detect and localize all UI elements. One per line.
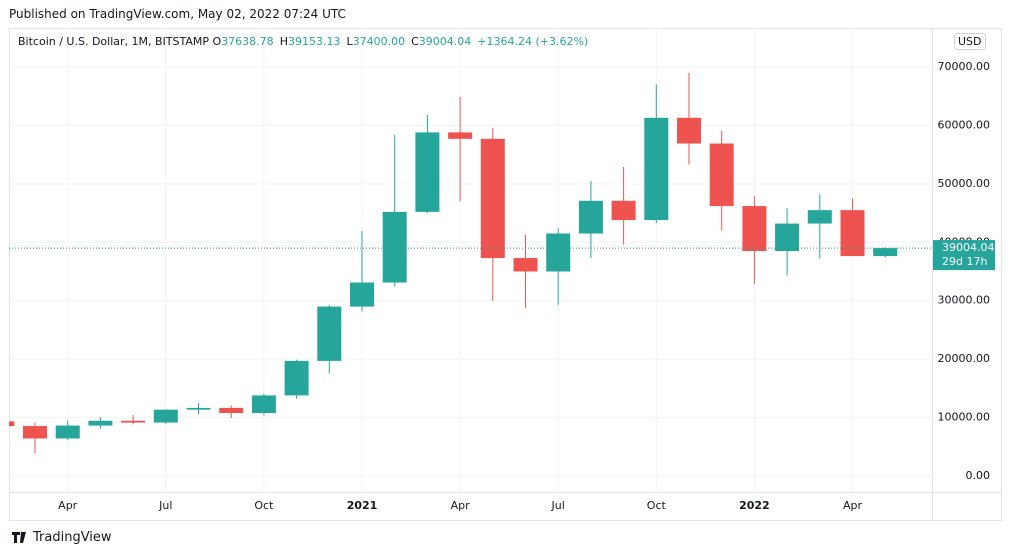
candle-body: [23, 426, 47, 439]
legend-key: H: [279, 35, 288, 48]
x-tick-label: Jul: [551, 499, 565, 512]
footer-brand: TradingView: [33, 530, 112, 545]
candle-body: [742, 206, 767, 252]
y-tick-label: 20000.00: [938, 352, 991, 365]
candle-body: [578, 200, 603, 234]
candle-body: [480, 138, 505, 259]
x-tick-label: Apr: [58, 499, 78, 512]
symbol: Bitcoin / U.S. Dollar, 1M, BITSTAMP: [18, 35, 210, 48]
candle-body: [350, 282, 374, 307]
candle-body: [611, 200, 636, 221]
candle-body: [284, 360, 309, 396]
y-tick-label: 60000.00: [938, 118, 991, 131]
x-tick-label: 2021: [347, 499, 378, 512]
candle-body: [873, 248, 898, 257]
candle-body: [448, 132, 473, 139]
legend-change: +1364.24 (+3.62%): [477, 35, 589, 48]
x-tick-label: 2022: [739, 499, 770, 512]
y-tick-label: 10000.00: [938, 411, 991, 424]
candle-body: [513, 258, 538, 272]
candle-body: [709, 143, 734, 207]
legend-value: 37638.78: [221, 35, 274, 48]
candle-body: [317, 306, 342, 361]
candle-body: [251, 395, 276, 414]
candle-body: [55, 425, 80, 439]
candle-body: [382, 211, 407, 283]
candle-body: [546, 233, 571, 272]
y-tick-label: 30000.00: [938, 294, 991, 307]
candle-body: [186, 407, 211, 410]
candle-body: [153, 409, 178, 423]
current-price-box: [933, 240, 995, 271]
candle-body: [677, 117, 701, 144]
legend: Bitcoin / U.S. Dollar, 1M, BITSTAMP O376…: [18, 35, 594, 48]
published-note: Published on TradingView.com, May 02, 20…: [9, 7, 346, 21]
legend-value: 39004.04: [418, 35, 472, 48]
x-tick-label: Jul: [158, 499, 172, 512]
countdown-label: 29d 17h: [942, 255, 987, 268]
y-tick-label: 0.00: [966, 469, 991, 482]
legend-value: 37400.00: [352, 35, 406, 48]
candle-body: [775, 223, 800, 252]
legend-key: C: [411, 35, 419, 48]
legend-value: 39153.13: [287, 35, 341, 48]
candle-body: [840, 210, 865, 257]
legend-key: L: [346, 35, 353, 48]
x-tick-label: Apr: [843, 499, 863, 512]
grid: [9, 28, 932, 492]
y-tick-label: 50000.00: [938, 177, 991, 190]
candle-body: [88, 420, 113, 426]
x-tick-label: Apr: [451, 499, 471, 512]
candle-body: [9, 421, 15, 427]
x-tick-label: Oct: [254, 499, 274, 512]
candle-body: [121, 420, 146, 423]
candle-body: [219, 407, 244, 414]
legend-key: O: [212, 35, 222, 48]
chart-frame: [9, 28, 1002, 521]
current-price-label: 39004.04: [942, 241, 995, 254]
x-tick-label: Oct: [647, 499, 667, 512]
y-tick-label: 70000.00: [938, 60, 991, 73]
candle-body: [415, 132, 440, 212]
candle-body: [807, 210, 832, 224]
candles: [9, 72, 898, 454]
axes: 0.0010000.0020000.0030000.0040000.005000…: [9, 60, 995, 512]
currency-button[interactable]: USD: [954, 33, 986, 50]
tv-logo: [12, 532, 26, 543]
candle-body: [644, 117, 669, 221]
